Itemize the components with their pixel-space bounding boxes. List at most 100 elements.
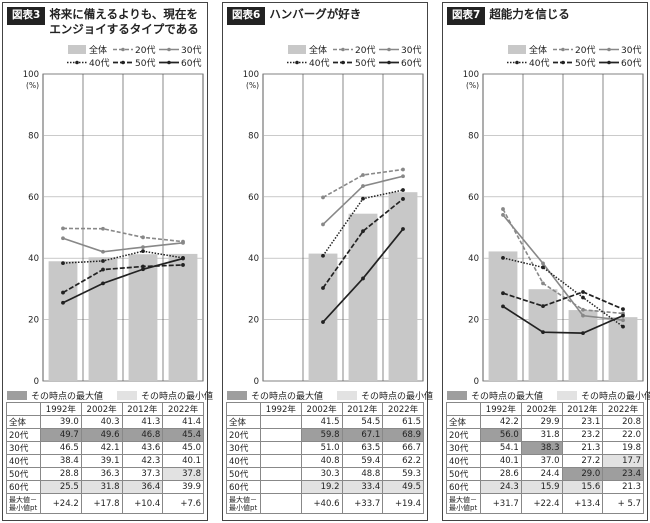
table-row: 50代 28.8 36.3 37.3 37.8: [6, 467, 204, 481]
table-year-header: 2012年: [121, 402, 164, 416]
max-swatch: [227, 390, 247, 400]
legend-swatch: [287, 60, 307, 65]
table-cell: 39.0: [40, 415, 82, 429]
table-cell: 46.5: [40, 441, 82, 455]
table-diff-label: 最大値－ 最小値pt: [6, 493, 41, 514]
panel-chart-7: 図表7 超能力を信じる 全体 20代 30代 40代 50代 60代 0 20 40 60 80 100(…: [442, 2, 650, 521]
table-cell: 59.8: [300, 428, 343, 442]
legend-item-age50: 50代: [113, 56, 155, 69]
legend-swatch: [507, 60, 527, 65]
panel-chart-6: 図表6 ハンバーグが好き 全体 20代 30代 40代 50代 60代 0 20 40 60 80 100…: [222, 2, 433, 521]
legend-label: 20代: [575, 46, 596, 56]
bar-overall: [128, 254, 158, 381]
min-swatch: [557, 390, 578, 400]
legend-swatch: [113, 47, 133, 52]
legend-label: 30代: [401, 46, 422, 56]
legend-swatch: [553, 60, 573, 65]
table-year-header: 2002年: [520, 402, 563, 416]
table-row-label: 30代: [226, 441, 261, 455]
table-row: 全体 41.5 54.5 61.5: [226, 415, 424, 429]
table-cell: 41.3: [121, 415, 164, 429]
table-cell: [260, 441, 302, 455]
legend-swatch: [333, 47, 353, 52]
legend-item-age60: 60代: [379, 56, 421, 69]
table-row-label: 60代: [6, 480, 41, 494]
legend-label: 30代: [621, 46, 642, 56]
table-header-row: 1992年 2002年 2012年 2022年: [226, 402, 424, 416]
table-cell: 21.3: [561, 441, 604, 455]
series-point: [541, 261, 545, 266]
y-tick-label: 40: [248, 254, 259, 264]
table-row: 40代 38.4 39.1 42.3 40.1: [6, 454, 204, 468]
table-cell: 45.4: [162, 428, 204, 442]
max-swatch: [447, 390, 467, 400]
legend-label: 50代: [135, 59, 156, 69]
series-point: [401, 227, 405, 231]
diff-label-line: 最小値pt: [449, 503, 478, 512]
series-line: [502, 208, 624, 315]
table-row-label: 50代: [226, 467, 261, 481]
table-row: 30代 46.5 42.1 43.6 45.0: [6, 441, 204, 455]
max-legend-label: その時点の最大値: [251, 391, 324, 402]
chart-title: 超能力を信じる: [489, 7, 570, 22]
legend-label: 40代: [89, 59, 110, 69]
legend-item-overall: 全体: [287, 43, 327, 56]
series-point: [101, 259, 105, 263]
table-cell: 59.4: [341, 454, 384, 468]
table-cell: 31.8: [80, 480, 123, 494]
chart-title-line: ハンバーグが好き: [269, 7, 362, 21]
bar-overall: [568, 310, 598, 381]
table-row: 50代 30.3 48.8 59.3: [226, 467, 424, 481]
table-cell: 25.5: [40, 480, 82, 494]
table-cell: [260, 428, 302, 442]
series-point: [501, 207, 505, 211]
y-tick-label: 40: [28, 254, 39, 264]
y-tick-label: 80: [28, 131, 39, 141]
table-cell: 27.2: [561, 454, 604, 468]
figure-tag: 図表3: [7, 7, 46, 25]
table-cell: 54.1: [480, 441, 522, 455]
table-cell: 49.7: [40, 428, 82, 442]
legend-item-age20: 20代: [333, 43, 375, 56]
table-diff-cell: +33.7: [341, 493, 384, 514]
legend-swatch: [159, 60, 179, 65]
table-diff-label: 最大値－ 最小値pt: [446, 493, 481, 514]
legend-item-overall: 全体: [507, 43, 547, 56]
y-tick-label: 60: [28, 193, 39, 203]
max-min-legend: その時点の最大値 その時点の最小値: [227, 389, 433, 402]
series-line: [502, 291, 624, 310]
bar-overall: [48, 261, 78, 381]
series-point: [621, 318, 625, 323]
y-tick-label: 0: [474, 377, 479, 387]
bar-overall: [88, 257, 118, 381]
table-cell: 23.2: [561, 428, 604, 442]
chart-title-line: 将来に備えるよりも、現在を: [49, 7, 198, 21]
table-row-label: 60代: [226, 480, 261, 494]
table-cell: 20.8: [602, 415, 644, 429]
table-cell: 29.9: [520, 415, 563, 429]
series-line: [502, 305, 624, 334]
series-point: [321, 253, 325, 258]
max-legend-item: その時点の最大値: [227, 389, 324, 402]
table-corner: [6, 402, 41, 416]
chart-title: ハンバーグが好き: [269, 7, 361, 22]
table-diff-row: 最大値－ 最小値pt +24.2 +17.8 +10.4 +7.6: [6, 493, 204, 514]
table-year-header: 2022年: [602, 402, 644, 416]
chart-title: 将来に備えるよりも、現在を エンジョイするタイプである: [49, 7, 198, 37]
table-cell: 37.0: [520, 454, 563, 468]
series-point: [401, 174, 405, 179]
table-row: 20代 56.0 31.8 23.2 22.0: [446, 428, 644, 442]
min-legend-label: その時点の最小値: [361, 391, 434, 402]
max-min-legend: その時点の最大値 その時点の最小値: [447, 389, 650, 402]
series-point: [101, 267, 105, 272]
table-row-label: 40代: [446, 454, 481, 468]
series-point: [621, 307, 625, 312]
series-point: [621, 313, 625, 318]
series-point: [61, 226, 65, 231]
y-tick-label: 80: [468, 131, 479, 141]
table-header-row: 1992年 2002年 2012年 2022年: [6, 402, 204, 416]
chart-title-row: 図表6 ハンバーグが好き: [227, 7, 423, 25]
table-cell: 38.4: [40, 454, 82, 468]
min-legend-label: その時点の最小値: [141, 391, 214, 402]
diff-label-line: 最大値－: [9, 495, 37, 504]
